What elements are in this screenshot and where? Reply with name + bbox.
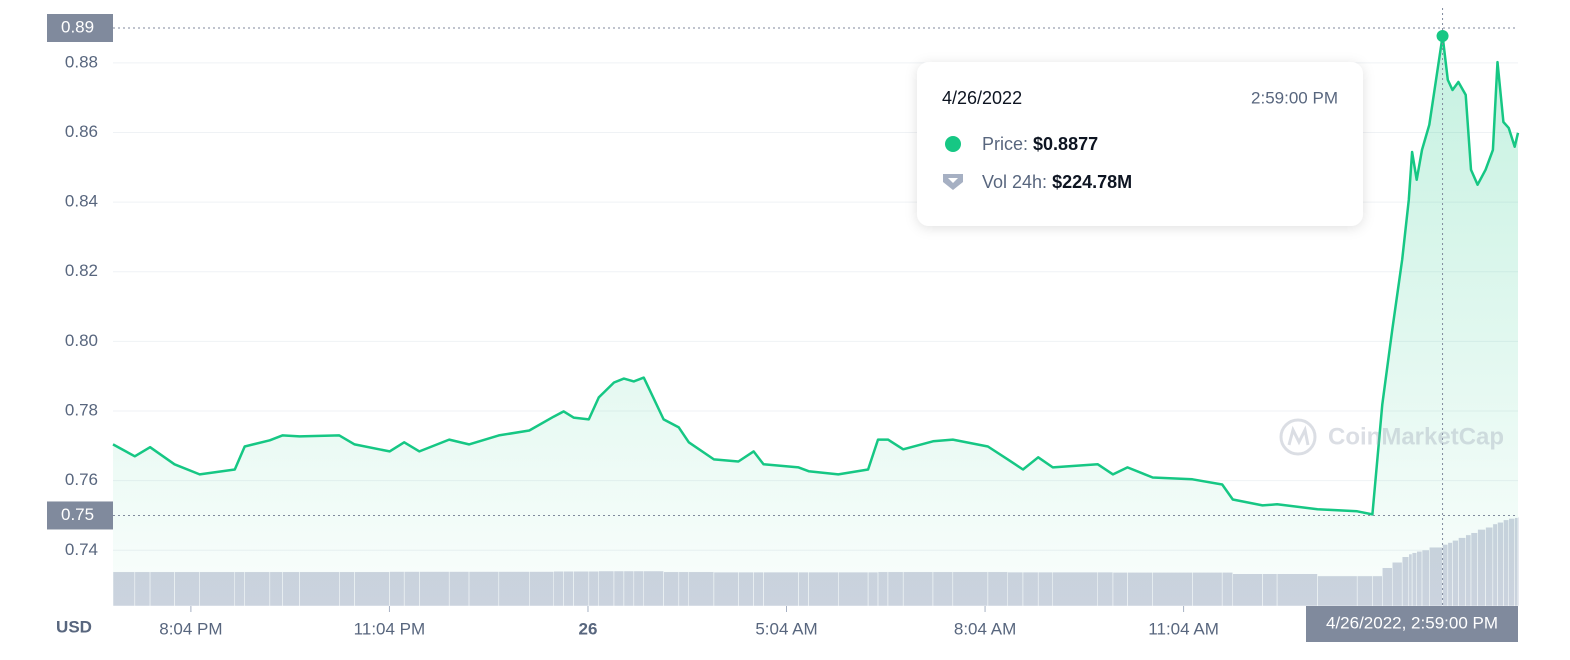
tooltip-time: 2:59:00 PM (1251, 88, 1338, 107)
currency-label: USD (56, 617, 92, 636)
plot-layer: 0.74 0.76 0.78 0.80 0.82 0.84 0.86 0.88 0.89 0.75… (47, 8, 1520, 642)
x-tick-label: 5:04 AM (755, 619, 817, 638)
y-tick-label: 0.74 (65, 540, 98, 559)
tooltip-volume-label: Vol 24h: (982, 172, 1047, 192)
watermark-logo (1279, 418, 1317, 456)
max-marker-label: 0.89 (61, 17, 94, 36)
x-tick-label: 11:04 PM (354, 619, 426, 638)
crosshair-label: 4/26/2022, 2:59:00 PM (1326, 613, 1498, 632)
x-tick-label: 8:04 PM (159, 619, 222, 638)
y-tick-label: 0.76 (65, 470, 98, 489)
y-tick-label: 0.86 (65, 122, 98, 141)
watermark-logo-mark (1287, 425, 1310, 446)
x-tick-label: 11:04 AM (1148, 619, 1219, 638)
x-tick-label: 8:04 AM (954, 619, 1016, 638)
volume-bar (1517, 516, 1520, 607)
max-marker-box (47, 14, 113, 42)
tooltip-date: 4/26/2022 (942, 88, 1022, 108)
tooltip-box (917, 62, 1363, 226)
y-tick-label: 0.78 (65, 400, 98, 419)
highlight-dot (1436, 30, 1449, 43)
tooltip-price: Price: $0.8877 (982, 134, 1098, 154)
watermark-text: CoinMarketCap (1328, 423, 1504, 450)
crosshair-label-box (1306, 606, 1518, 642)
tooltip-price-value: $0.8877 (1033, 134, 1098, 154)
min-marker-box (47, 501, 113, 530)
price-icon (945, 136, 961, 152)
x-tick-label: 26 (579, 619, 598, 638)
price-line (112, 34, 1520, 516)
min-marker-label: 0.75 (61, 505, 94, 524)
watermark: CoinMarketCap (1279, 418, 1504, 456)
y-tick-label: 0.84 (65, 192, 98, 211)
y-tick-label: 0.88 (65, 52, 98, 71)
tooltip-volume-value: $224.78M (1052, 172, 1132, 192)
y-tick-label: 0.82 (65, 261, 98, 280)
price-area (113, 36, 1518, 606)
volume-icon-inner (948, 178, 958, 183)
tooltip-price-label: Price: (982, 134, 1028, 154)
y-tick-label: 0.80 (65, 331, 98, 350)
tooltip: 4/26/2022 2:59:00 PM Price: $0.8877 Vol … (917, 62, 1363, 226)
tooltip-volume: Vol 24h: $224.78M (982, 172, 1132, 192)
